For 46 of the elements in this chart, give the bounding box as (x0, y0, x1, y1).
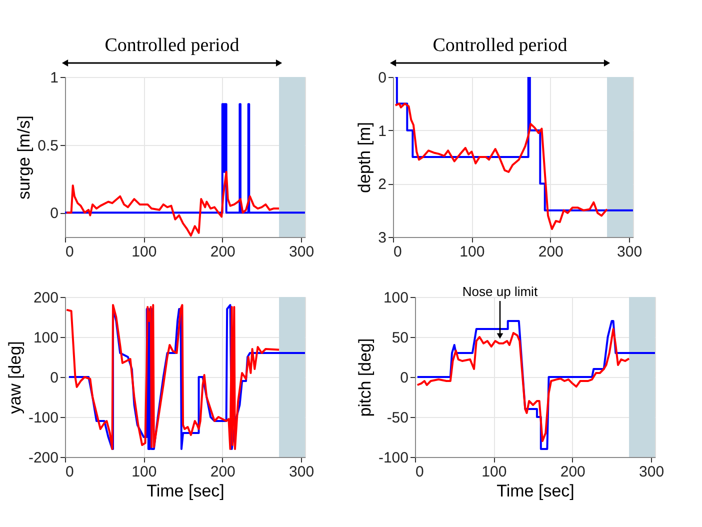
x-tick-label: 100 (132, 464, 157, 480)
y-tick-label: -200 (28, 450, 58, 466)
y-tick-label: 200 (33, 290, 58, 306)
y-tick-label: 0 (50, 205, 58, 222)
x-tick-label: 100 (482, 464, 507, 480)
x-tick-label: 0 (66, 244, 74, 260)
y-axis-title: surge [m/s] (14, 115, 34, 200)
y-tick-label: 50 (392, 330, 408, 346)
x-axis-title: Time [sec] (496, 482, 574, 500)
y-tick-label: 0 (50, 370, 58, 386)
y-axis-title: pitch [deg] (355, 338, 374, 417)
x-tick-label: 200 (210, 464, 236, 480)
y-tick-label: 1 (378, 122, 386, 140)
x-tick-label: 300 (639, 464, 664, 480)
x-axis-title: Time [sec] (146, 482, 224, 500)
x-tick-label: 0 (66, 464, 74, 480)
line-series (394, 102, 608, 230)
line-series (394, 77, 633, 212)
y-tick-label: 0 (378, 70, 386, 86)
x-tick-label: 200 (538, 244, 564, 260)
x-tick-label: 300 (289, 244, 314, 260)
y-tick-label: 2 (378, 176, 386, 194)
y-axis-title: depth [m] (355, 122, 374, 193)
y-tick-label: 100 (383, 290, 408, 306)
y-tick-label: -100 (28, 410, 58, 426)
line-series (416, 328, 630, 442)
y-tick-label: 1 (50, 70, 58, 86)
y-tick-label: 100 (33, 330, 58, 346)
x-tick-label: 100 (132, 244, 157, 260)
line-series (416, 320, 655, 450)
x-tick-label: 0 (416, 464, 424, 480)
x-tick-label: 200 (560, 464, 586, 480)
annotation: Nose up limit (462, 284, 538, 299)
y-tick-label: -100 (378, 450, 408, 466)
y-tick-label: -50 (386, 410, 408, 426)
y-tick-label: 0.5 (38, 137, 58, 154)
y-tick-label: 0 (400, 370, 408, 386)
y-tick-label: 3 (378, 230, 386, 246)
line-series (66, 170, 280, 237)
x-tick-label: 300 (289, 464, 314, 480)
x-tick-label: 300 (617, 244, 642, 260)
chart-title: Controlled period (104, 35, 240, 56)
x-tick-label: 100 (460, 244, 485, 260)
y-axis-title: yaw [deg] (5, 341, 24, 414)
chart-title: Controlled period (432, 35, 568, 56)
x-tick-label: 200 (210, 244, 236, 260)
